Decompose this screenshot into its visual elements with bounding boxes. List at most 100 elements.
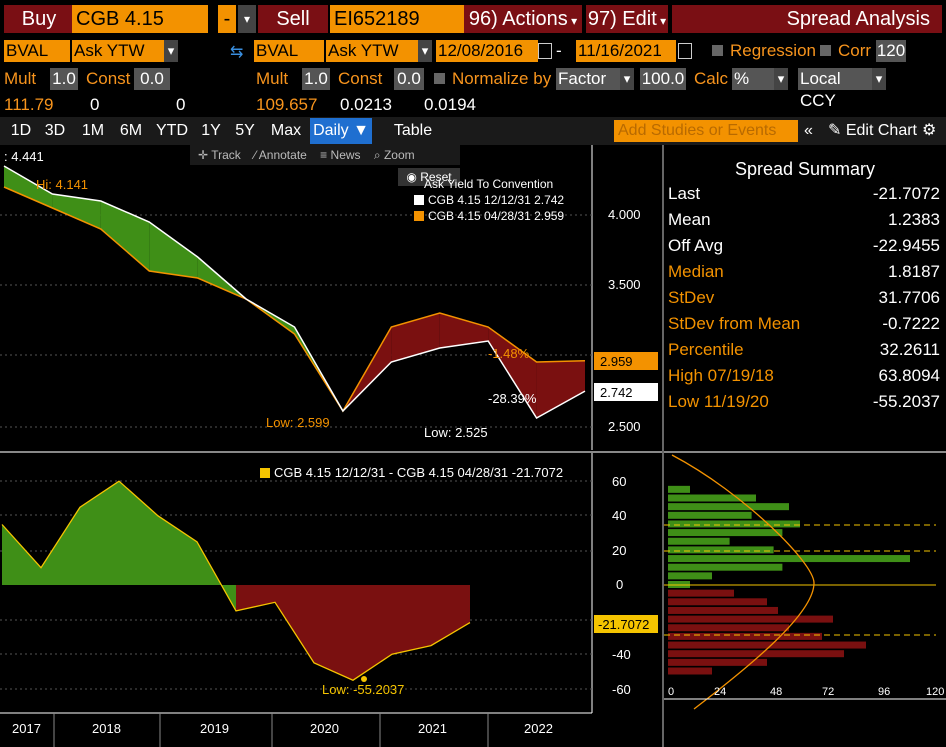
ccy-select[interactable]: Local CCY [798, 68, 872, 110]
chevron-down-icon[interactable]: ▾ [872, 68, 886, 90]
legend-swatch [260, 468, 270, 478]
normalize-select[interactable]: Factor [556, 68, 620, 90]
normalize-checkbox[interactable] [434, 73, 445, 84]
summary-key: Last [668, 184, 701, 203]
swap-icon[interactable]: ⇆ [230, 44, 244, 61]
yield-gap-segment [4, 166, 53, 208]
y-tick: 60 [612, 474, 626, 489]
buy-ticker-input[interactable]: CGB 4.15 12/1 [72, 5, 208, 58]
summary-value: 1.8187 [888, 262, 940, 281]
tab-ytd[interactable]: YTD [156, 122, 188, 139]
edit-chart-button[interactable]: ✎ Edit Chart [828, 120, 917, 142]
chevron-down-icon[interactable]: ▾ [418, 40, 432, 62]
zoom-icon: ⌕ [373, 148, 381, 162]
sell-ticker-input[interactable]: EI652189 Corp [330, 5, 464, 58]
last-label-white-bg [594, 383, 658, 401]
regression-checkbox[interactable] [712, 45, 723, 56]
tab-1y[interactable]: 1Y [201, 122, 221, 139]
chevron-down-icon[interactable]: ▾ [620, 68, 634, 90]
field1-select[interactable]: Ask YTW [72, 40, 166, 62]
track-tool[interactable]: Track [211, 148, 241, 162]
mult1-input[interactable]: 1.0 [50, 68, 78, 90]
tab-6m[interactable]: 6M [119, 122, 143, 139]
const1-input[interactable]: 0.0 [134, 68, 170, 90]
annotate-icon: ⁄ [254, 148, 257, 162]
yield-gap-segment [391, 313, 440, 362]
calc-label: Calc [694, 69, 729, 88]
spread-segment [41, 507, 80, 585]
yield-gap-segment [536, 360, 585, 418]
annotate-tool[interactable]: Annotate [258, 148, 307, 162]
yield-gap-segment [100, 201, 150, 271]
chevron-down-icon[interactable]: ▾ [774, 68, 788, 90]
normalize-value-input[interactable]: 100.0 [640, 68, 686, 90]
reset-button[interactable]: ◉ Reset [398, 168, 460, 186]
last-label-white: 2.742 [600, 385, 633, 400]
value-1: 111.79 [4, 95, 54, 114]
tab-1d[interactable]: 1D [10, 122, 32, 139]
daily-select[interactable]: Daily ▼ [310, 118, 372, 144]
low-marker [361, 676, 367, 682]
spread-segment [158, 515, 197, 585]
legend-swatch-white [414, 195, 424, 205]
mult2-label: Mult [256, 69, 289, 88]
tab-5y[interactable]: 5Y [235, 122, 255, 139]
histogram-bar [668, 632, 822, 640]
calendar-icon[interactable] [538, 43, 552, 59]
gear-icon[interactable]: ⚙ [922, 122, 937, 139]
yield-gap-segment [439, 313, 489, 348]
tab-3d[interactable]: 3D [44, 122, 66, 139]
pane-divider-vertical [662, 145, 664, 747]
tab-1m[interactable]: 1M [81, 122, 105, 139]
yield-gap-segment [149, 222, 198, 278]
track-icon: ✛ [198, 148, 209, 162]
histogram-bar [668, 624, 789, 632]
chevron-down-icon[interactable]: ▾ [164, 40, 178, 62]
normal-curve [671, 454, 815, 710]
y-grid [0, 214, 592, 428]
summary-value: 63.8094 [878, 366, 940, 385]
summary-value: 31.7706 [878, 288, 940, 307]
edit-menu[interactable]: 97) Edit ▾ [586, 5, 668, 33]
zoom-tool[interactable]: Zoom [383, 148, 415, 162]
legend: CGB 4.15 12/12/31 - CGB 4.15 04/28/31 -2… [260, 465, 563, 480]
const2-input[interactable]: 0.0 [394, 68, 424, 90]
source1-field[interactable]: BVAL [4, 40, 70, 62]
date-to-input[interactable]: 11/16/2021 [576, 40, 676, 62]
low-annotation: Low: -55.2037 [322, 682, 404, 697]
x-tick: 24 [714, 686, 726, 698]
chevron-down-icon[interactable]: ▾ [238, 5, 256, 33]
legend-series-2: CGB 4.15 04/28/31 2.959 [428, 209, 564, 223]
field2-select[interactable]: Ask YTW [326, 40, 418, 62]
histogram-bar [668, 546, 774, 554]
corr-label: Corr [838, 41, 872, 60]
histogram-bar [668, 520, 800, 528]
summary-key: Mean [668, 210, 711, 229]
tab-max[interactable]: Max [270, 122, 302, 139]
calendar-icon[interactable] [678, 43, 692, 59]
add-studies-input[interactable]: Add Studies or Events [614, 120, 798, 142]
table-button[interactable]: Table [393, 122, 433, 139]
y-tick: -60 [612, 682, 631, 697]
source2-field[interactable]: BVAL [254, 40, 324, 62]
histogram-bar [668, 615, 833, 623]
histogram-bar [668, 563, 783, 571]
mult1-label: Mult [4, 69, 37, 88]
yield-gap-segment [52, 194, 101, 229]
last-label-bg [594, 615, 658, 633]
date-from-input[interactable]: 12/08/2016 [436, 40, 538, 62]
spread-segment [314, 585, 353, 681]
corr-value-input[interactable]: 120 [876, 40, 906, 62]
spread-segment [236, 585, 275, 611]
news-tool[interactable]: News [330, 148, 361, 162]
calc-select[interactable]: % [732, 68, 774, 90]
actions-label: 96) Actions [468, 8, 568, 30]
mult2-input[interactable]: 1.0 [302, 68, 330, 90]
date-separator: - [556, 41, 562, 60]
actions-menu[interactable]: 96) Actions ▾ [464, 5, 582, 33]
summary-key: StDev [668, 288, 715, 307]
dash-button[interactable]: - [218, 5, 236, 33]
y-tick: 2.500 [608, 419, 641, 434]
collapse-icon[interactable]: « [804, 122, 813, 139]
corr-checkbox[interactable] [820, 45, 831, 56]
